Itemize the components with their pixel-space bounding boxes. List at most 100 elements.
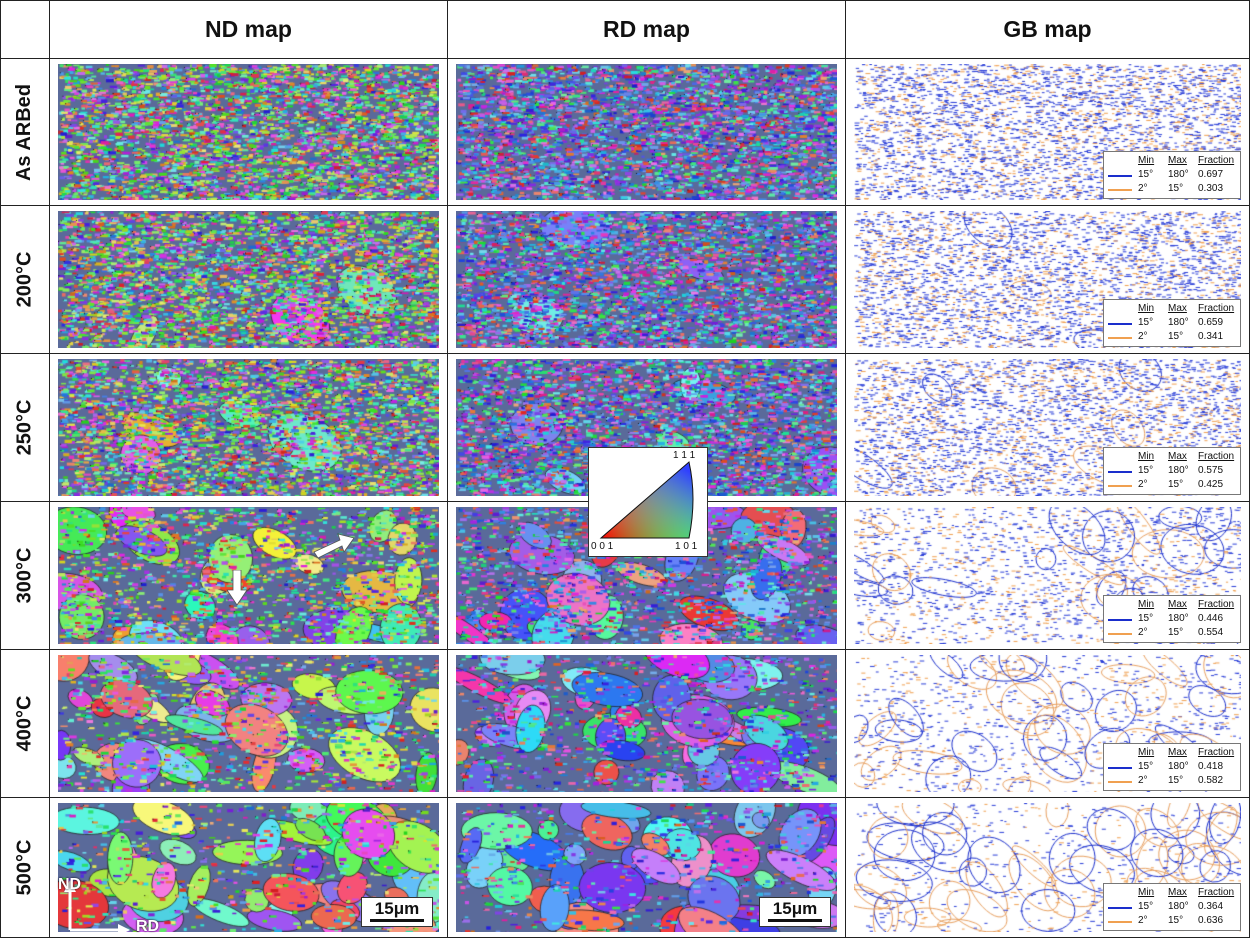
legend-row-high: 15° 180° 0.659 — [1104, 317, 1240, 331]
legend-low-fraction: 0.341 — [1198, 331, 1224, 342]
gb-map-cell: Min Max Fraction 15° 180° 0.418 2° 15° 0.582 — [846, 650, 1250, 798]
legend-low-max: 15° — [1168, 627, 1184, 638]
gb-legend: Min Max Fraction 15° 180° 0.575 2° 15° 0.425 — [1103, 447, 1241, 495]
ipf-label-001: 0 0 1 — [591, 541, 614, 552]
legend-high-fraction: 0.446 — [1198, 613, 1224, 624]
rd-map-cell — [448, 650, 846, 798]
rd-map-canvas — [456, 655, 837, 792]
nd-map-image — [58, 655, 439, 792]
legend-row-high: 15° 180° 0.446 — [1104, 613, 1240, 627]
rd-map-image — [456, 655, 837, 792]
scale-bar-line — [370, 919, 424, 922]
legend-col-max: Max — [1168, 155, 1187, 166]
legend-col-min: Min — [1138, 155, 1155, 166]
nd-map-cell — [50, 59, 448, 206]
axis-rd-label: RD — [136, 918, 160, 935]
legend-swatch-low — [1108, 921, 1132, 923]
legend-high-max: 180° — [1168, 465, 1189, 476]
nd-map-canvas — [58, 655, 439, 792]
legend-col-fraction: Fraction — [1198, 303, 1235, 314]
axis-nd-label: ND — [58, 876, 82, 893]
legend-col-min: Min — [1138, 599, 1155, 610]
header-nd-map-label: ND map — [205, 16, 292, 42]
row-label-cell: 250°C — [0, 354, 50, 502]
legend-high-min: 15° — [1138, 613, 1154, 624]
legend-high-max: 180° — [1168, 613, 1189, 624]
gb-legend: Min Max Fraction 15° 180° 0.364 2° 15° 0.636 — [1103, 883, 1241, 931]
nd-map-cell — [50, 650, 448, 798]
legend-swatch-low — [1108, 781, 1132, 783]
legend-high-fraction: 0.418 — [1198, 761, 1224, 772]
legend-low-max: 15° — [1168, 479, 1184, 490]
scale-bar: 15μm — [361, 897, 433, 927]
nd-map-canvas — [58, 64, 439, 200]
nd-map-canvas — [58, 211, 439, 348]
nd-map-cell — [50, 206, 448, 354]
ipf-triangle-icon — [599, 461, 694, 539]
nd-map-canvas — [58, 359, 439, 496]
scale-bar-label: 15μm — [772, 899, 818, 918]
gb-map-cell: Min Max Fraction 15° 180° 0.364 2° 15° 0.636 — [846, 798, 1250, 938]
row-label-cell: 300°C — [0, 502, 50, 650]
rd-map-canvas — [456, 64, 837, 200]
legend-row-low: 2° 15° 0.554 — [1104, 627, 1240, 641]
legend-high-max: 180° — [1168, 169, 1189, 180]
row-label-cell: 500°C — [0, 798, 50, 938]
legend-low-max: 15° — [1168, 915, 1184, 926]
legend-row-low: 2° 15° 0.341 — [1104, 331, 1240, 345]
legend-low-max: 15° — [1168, 775, 1184, 786]
gb-legend: Min Max Fraction 15° 180° 0.659 2° 15° 0.341 — [1103, 299, 1241, 347]
legend-low-fraction: 0.582 — [1198, 775, 1224, 786]
legend-swatch-low — [1108, 485, 1132, 487]
gb-map-cell: Min Max Fraction 15° 180° 0.446 2° 15° 0.554 — [846, 502, 1250, 650]
legend-col-min: Min — [1138, 451, 1155, 462]
legend-high-max: 180° — [1168, 761, 1189, 772]
legend-low-fraction: 0.303 — [1198, 183, 1224, 194]
row-label: 400°C — [13, 695, 36, 752]
legend-low-fraction: 0.554 — [1198, 627, 1224, 638]
legend-swatch-high — [1108, 767, 1132, 769]
legend-high-min: 15° — [1138, 465, 1154, 476]
nd-map-image — [58, 64, 439, 200]
legend-col-fraction: Fraction — [1198, 887, 1235, 898]
row-label: 300°C — [13, 547, 36, 604]
gb-map-cell: Min Max Fraction 15° 180° 0.659 2° 15° 0.341 — [846, 206, 1250, 354]
header-rd-map-label: RD map — [603, 16, 690, 42]
header-gb-map-label: GB map — [1003, 16, 1092, 42]
sample-axes: ND RD — [58, 876, 172, 936]
rd-map-image — [456, 64, 837, 200]
rd-map-cell: 15μm — [448, 798, 846, 938]
row-label: 500°C — [13, 839, 36, 896]
legend-row-low: 2° 15° 0.582 — [1104, 775, 1240, 789]
legend-high-min: 15° — [1138, 761, 1154, 772]
legend-swatch-low — [1108, 189, 1132, 191]
legend-high-max: 180° — [1168, 901, 1189, 912]
gb-legend: Min Max Fraction 15° 180° 0.446 2° 15° 0.554 — [1103, 595, 1241, 643]
legend-col-fraction: Fraction — [1198, 155, 1235, 166]
legend-swatch-high — [1108, 619, 1132, 621]
legend-col-min: Min — [1138, 887, 1155, 898]
legend-high-fraction: 0.364 — [1198, 901, 1224, 912]
legend-low-min: 2° — [1138, 331, 1148, 342]
legend-high-min: 15° — [1138, 317, 1154, 328]
nd-map-image — [58, 507, 439, 644]
rd-map-image — [456, 211, 837, 348]
header-nd-map: ND map — [50, 0, 448, 59]
scale-bar-line — [768, 919, 822, 922]
ipf-label-101: 1 0 1 — [675, 541, 698, 552]
legend-low-fraction: 0.425 — [1198, 479, 1224, 490]
legend-swatch-low — [1108, 337, 1132, 339]
legend-low-max: 15° — [1168, 331, 1184, 342]
legend-col-min: Min — [1138, 303, 1155, 314]
legend-col-max: Max — [1168, 887, 1187, 898]
row-label: As ARBed — [13, 83, 36, 181]
nd-map-cell — [50, 502, 448, 650]
legend-low-min: 2° — [1138, 775, 1148, 786]
legend-high-max: 180° — [1168, 317, 1189, 328]
legend-low-min: 2° — [1138, 479, 1148, 490]
nd-map-canvas — [58, 507, 439, 644]
header-rd-map: RD map — [448, 0, 846, 59]
nd-map-image — [58, 211, 439, 348]
legend-col-min: Min — [1138, 747, 1155, 758]
row-label-cell: 200°C — [0, 206, 50, 354]
